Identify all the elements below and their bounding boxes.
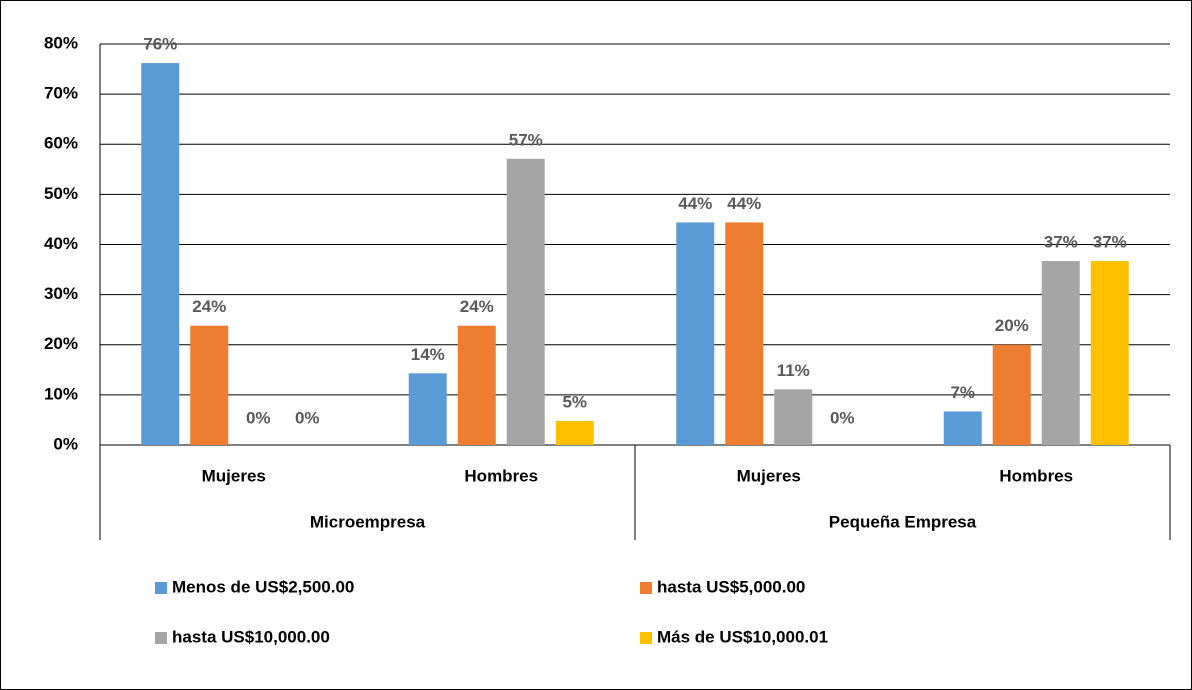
y-tick-label: 10% (44, 384, 78, 403)
legend-swatch (155, 582, 167, 594)
x-tick-label: Hombres (999, 466, 1073, 485)
x-tick-label: Mujeres (202, 466, 266, 485)
data-label: 0% (830, 408, 855, 427)
data-label: 57% (509, 130, 543, 149)
data-label: 37% (1093, 233, 1127, 252)
bar (943, 411, 982, 445)
data-label: 24% (460, 297, 494, 316)
data-label: 11% (777, 361, 810, 380)
data-label: 5% (562, 392, 587, 411)
y-tick-label: 30% (44, 284, 78, 303)
y-tick-label: 0% (53, 434, 78, 453)
bar (1090, 261, 1129, 445)
bar (190, 325, 229, 445)
data-label: 24% (192, 297, 226, 316)
y-tick-label: 70% (44, 84, 78, 103)
legend-label: Más de US$10,000.01 (657, 627, 828, 646)
data-label: 7% (950, 383, 975, 402)
legend-swatch (640, 582, 652, 594)
legend-label: hasta US$5,000.00 (657, 577, 805, 596)
y-tick-label: 40% (44, 234, 78, 253)
data-label: 76% (143, 35, 177, 54)
data-label: 44% (727, 194, 761, 213)
legend-swatch (155, 632, 167, 644)
group-label: Microempresa (310, 512, 426, 531)
y-tick-label: 80% (44, 33, 78, 52)
data-label: 20% (995, 316, 1029, 335)
y-tick-label: 20% (44, 334, 78, 353)
data-label: 0% (295, 408, 320, 427)
bar (774, 389, 813, 445)
data-label: 0% (246, 408, 271, 427)
legend-label: hasta US$10,000.00 (172, 627, 330, 646)
data-label: 44% (678, 194, 712, 213)
bar (676, 222, 715, 445)
bar (141, 63, 180, 446)
x-tick-label: Hombres (464, 466, 538, 485)
group-label: Pequeña Empresa (829, 512, 977, 531)
bar (555, 420, 594, 445)
y-tick-label: 60% (44, 134, 78, 153)
legend-label: Menos de US$2,500.00 (172, 577, 354, 596)
bar (457, 325, 496, 445)
bar (1041, 261, 1080, 445)
data-label: 14% (411, 345, 445, 364)
x-tick-label: Mujeres (737, 466, 801, 485)
data-label: 37% (1044, 233, 1078, 252)
bar (506, 158, 545, 445)
bar (992, 344, 1031, 445)
bar (408, 373, 447, 445)
legend-swatch (640, 632, 652, 644)
bar (725, 222, 764, 445)
y-tick-label: 50% (44, 184, 78, 203)
